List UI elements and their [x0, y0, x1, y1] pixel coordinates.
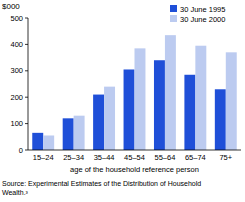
bar	[32, 133, 43, 150]
bar	[74, 116, 85, 150]
x-tick-label: 35–44	[94, 153, 115, 162]
y-tick	[25, 18, 28, 19]
legend-swatch	[170, 5, 177, 12]
bar	[124, 69, 135, 150]
y-label: $000	[2, 2, 20, 11]
bar	[93, 95, 104, 150]
y-tick-label: 100	[10, 119, 23, 128]
x-tick-label: 75+	[219, 153, 232, 162]
y-tick-label: 0	[19, 146, 23, 155]
bar	[184, 75, 195, 150]
y-tick-label: 400	[10, 40, 23, 49]
bar	[135, 48, 146, 150]
y-tick-label: 500	[10, 14, 23, 23]
x-tick-label: 25–34	[63, 153, 84, 162]
legend-label: 30 June 2000	[180, 15, 225, 24]
bar	[154, 60, 165, 150]
x-label: age of the household reference person	[70, 165, 199, 174]
chart: $000 0 100 200 300 400 500 15–24 25–34 35–44 45–54…	[0, 0, 245, 202]
y-tick	[25, 44, 28, 45]
bar	[104, 87, 115, 150]
y-tick-label: 200	[10, 93, 23, 102]
bar	[63, 118, 74, 150]
bar	[195, 46, 206, 150]
y-tick	[25, 123, 28, 124]
source: Wealth.³	[2, 189, 29, 196]
legend-swatch	[170, 15, 177, 22]
y-tick	[25, 97, 28, 98]
y-tick	[25, 70, 28, 71]
x-tick-label: 15–24	[33, 153, 54, 162]
bars	[32, 35, 236, 150]
y-tick-label: 300	[10, 66, 23, 75]
bar	[215, 89, 226, 150]
x-tick-label: 45–54	[124, 153, 145, 162]
source: Source: Experimental Estimates of the Di…	[2, 180, 201, 188]
y-tick	[25, 150, 28, 151]
legend-label: 30 June 1995	[180, 5, 225, 14]
bar	[226, 52, 237, 150]
bar	[43, 135, 54, 150]
y-axis	[28, 18, 29, 150]
x-tick-label: 55–64	[154, 153, 175, 162]
x-axis	[28, 150, 241, 151]
x-tick-label: 65–74	[185, 153, 206, 162]
bar	[165, 35, 176, 150]
